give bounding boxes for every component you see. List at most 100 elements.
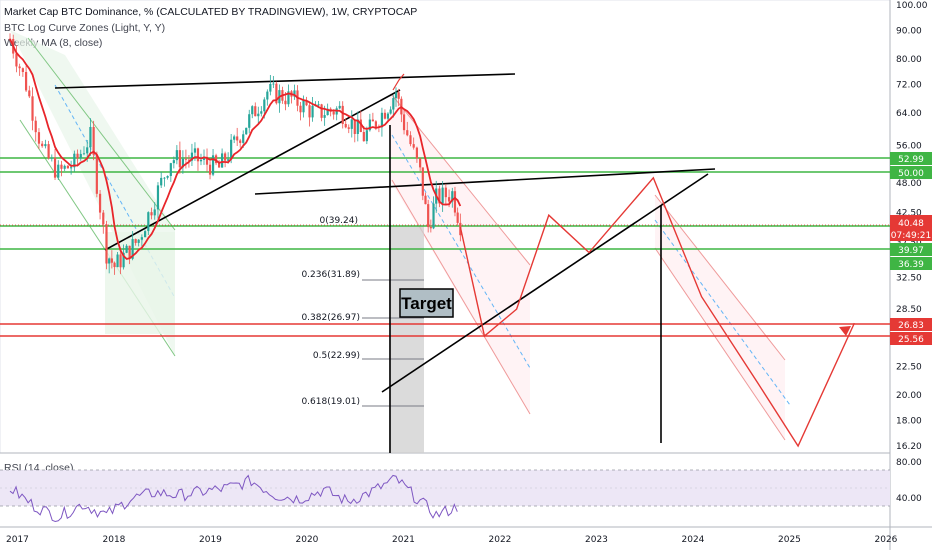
candle-body[interactable] <box>254 106 257 117</box>
candle-body[interactable] <box>184 158 188 160</box>
candle-body[interactable] <box>353 119 356 134</box>
candle-body[interactable] <box>199 159 203 162</box>
candle-body[interactable] <box>419 158 422 168</box>
candle-body[interactable] <box>128 245 131 259</box>
candle-body[interactable] <box>41 143 44 147</box>
candle-body[interactable] <box>317 104 320 106</box>
candle-body[interactable] <box>421 167 424 196</box>
candle-body[interactable] <box>47 144 50 159</box>
candle-body[interactable] <box>299 105 302 113</box>
candle-body[interactable] <box>311 105 314 118</box>
candle-body[interactable] <box>424 195 427 205</box>
candle-body[interactable] <box>350 119 353 129</box>
candle-body[interactable] <box>53 157 57 178</box>
candle-body[interactable] <box>263 99 266 112</box>
candle-body[interactable] <box>239 140 242 143</box>
candle-body[interactable] <box>453 191 457 213</box>
candle-body[interactable] <box>230 139 233 160</box>
candle-body[interactable] <box>190 152 194 161</box>
candle-body[interactable] <box>251 106 254 115</box>
candle-body[interactable] <box>365 130 368 142</box>
candle-body[interactable] <box>269 84 272 92</box>
candle-body[interactable] <box>150 212 153 216</box>
candle-body[interactable] <box>308 105 311 118</box>
candle-body[interactable] <box>163 177 166 179</box>
candle-body[interactable] <box>302 100 305 113</box>
candle-body[interactable] <box>153 209 156 216</box>
upper-trendline[interactable] <box>54 73 516 89</box>
price-candles[interactable] <box>8 33 462 275</box>
candle-body[interactable] <box>76 153 79 159</box>
candle-body[interactable] <box>429 227 432 229</box>
candle-body[interactable] <box>113 262 116 268</box>
candle-body[interactable] <box>50 157 53 159</box>
candle-body[interactable] <box>175 150 178 161</box>
candle-body[interactable] <box>95 154 98 194</box>
candle-body[interactable] <box>451 191 454 202</box>
candle-body[interactable] <box>92 126 95 155</box>
candle-body[interactable] <box>338 105 341 109</box>
candle-body[interactable] <box>380 112 384 128</box>
candle-body[interactable] <box>21 68 24 73</box>
candle-body[interactable] <box>169 163 172 177</box>
candle-body[interactable] <box>24 72 28 91</box>
candle-body[interactable] <box>266 91 269 100</box>
candle-body[interactable] <box>356 119 359 134</box>
candle-body[interactable] <box>406 130 409 136</box>
candle-body[interactable] <box>368 119 371 131</box>
candle-body[interactable] <box>326 108 329 116</box>
candle-body[interactable] <box>44 144 47 147</box>
candle-body[interactable] <box>57 164 60 178</box>
candle-body[interactable] <box>323 115 326 118</box>
candle-body[interactable] <box>211 155 215 175</box>
candle-body[interactable] <box>34 120 37 133</box>
candle-body[interactable] <box>137 239 140 243</box>
candle-body[interactable] <box>444 187 447 198</box>
candle-body[interactable] <box>227 159 230 161</box>
candle-body[interactable] <box>108 258 111 264</box>
candle-body[interactable] <box>144 231 147 238</box>
candle-body[interactable] <box>193 148 197 153</box>
candle-body[interactable] <box>347 127 350 129</box>
candle-body[interactable] <box>181 158 184 168</box>
candle-body[interactable] <box>140 237 143 240</box>
candle-body[interactable] <box>214 155 218 164</box>
candle-body[interactable] <box>362 132 365 142</box>
candle-body[interactable] <box>287 91 290 105</box>
candle-body[interactable] <box>415 147 419 159</box>
candle-body[interactable] <box>389 109 392 114</box>
candle-body[interactable] <box>202 156 206 160</box>
candle-body[interactable] <box>208 164 212 175</box>
candle-body[interactable] <box>178 150 181 168</box>
candle-body[interactable] <box>166 176 169 178</box>
candle-body[interactable] <box>66 165 69 169</box>
candle-body[interactable] <box>320 104 323 118</box>
candle-body[interactable] <box>359 119 362 133</box>
candle-body[interactable] <box>122 252 125 268</box>
candle-body[interactable] <box>134 239 137 243</box>
candle-body[interactable] <box>383 112 387 119</box>
candle-body[interactable] <box>456 212 459 223</box>
candle-body[interactable] <box>432 203 435 229</box>
candle-body[interactable] <box>116 254 119 268</box>
candle-body[interactable] <box>73 153 76 168</box>
candle-body[interactable] <box>427 204 430 228</box>
candle-body[interactable] <box>172 160 175 164</box>
candle-body[interactable] <box>82 153 86 155</box>
candle-body[interactable] <box>248 114 251 128</box>
candle-body[interactable] <box>79 153 82 159</box>
candle-body[interactable] <box>394 92 398 99</box>
candle-body[interactable] <box>293 90 296 97</box>
candle-body[interactable] <box>392 98 395 110</box>
projection-path[interactable] <box>459 176 856 448</box>
candle-body[interactable] <box>131 239 134 259</box>
candle-body[interactable] <box>205 156 209 165</box>
candle-body[interactable] <box>371 119 374 122</box>
candle-body[interactable] <box>257 113 260 117</box>
candle-body[interactable] <box>224 153 227 161</box>
candle-body[interactable] <box>386 113 390 119</box>
candle-body[interactable] <box>156 185 160 210</box>
candle-body[interactable] <box>374 121 377 127</box>
candle-body[interactable] <box>147 212 150 232</box>
candle-body[interactable] <box>15 53 18 67</box>
